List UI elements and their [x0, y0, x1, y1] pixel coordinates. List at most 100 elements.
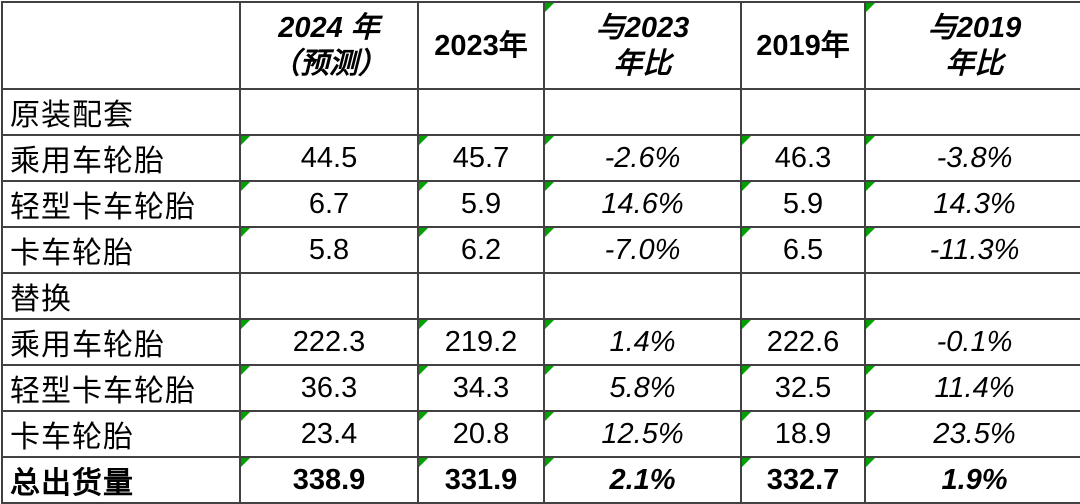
cell-value: 222.6 [766, 325, 840, 358]
cell-value: 2.1% [609, 463, 676, 496]
value-cell: 44.5 [239, 134, 419, 182]
column-header-vs-2023: 与2023 年比 [543, 1, 742, 90]
column-header-2024-forecast: 2024 年（预测） [239, 1, 419, 90]
value-cell: 14.3% [864, 180, 1080, 228]
value-cell: 1.4% [543, 318, 742, 366]
value-cell: 23.5% [864, 410, 1080, 458]
cell-value: 1.9% [941, 463, 1008, 496]
column-header-row-label [1, 1, 241, 90]
empty-cell [417, 272, 545, 320]
table-row-data: 乘用车轮胎 44.5 45.7 -2.6% 46.3 -3.8% [1, 134, 1080, 182]
table-row-section: 替换 [1, 272, 1080, 320]
value-cell: 23.4 [239, 410, 419, 458]
cell-value: 34.3 [452, 371, 510, 404]
header-line: 年比 [613, 47, 672, 80]
header-line: 2019年 [756, 29, 850, 62]
value-cell: 331.9 [417, 456, 545, 504]
number-stored-as-text-indicator-icon [420, 367, 428, 375]
table-row-data: 乘用车轮胎 222.3 219.2 1.4% 222.6 -0.1% [1, 318, 1080, 366]
cell-value: -7.0% [604, 233, 681, 266]
number-stored-as-text-indicator-icon [242, 459, 250, 467]
value-cell: -2.6% [543, 134, 742, 182]
value-cell: 20.8 [417, 410, 545, 458]
cell-value: 14.6% [601, 187, 684, 220]
header-line: 2024 年 [278, 11, 380, 44]
number-stored-as-text-indicator-icon [867, 229, 875, 237]
empty-cell [417, 88, 545, 136]
number-stored-as-text-indicator-icon [546, 4, 554, 12]
number-stored-as-text-indicator-icon [242, 321, 250, 329]
value-cell: 46.3 [740, 134, 866, 182]
column-header-text: 2024 年（预测） [242, 10, 416, 82]
cell-value: 46.3 [774, 141, 832, 174]
empty-cell [740, 88, 866, 136]
column-header-text: 与2019 年比 [867, 10, 1080, 82]
cell-value: 14.3% [933, 187, 1016, 220]
cell-value: -11.3% [929, 233, 1020, 266]
row-label: 卡车轮胎 [1, 410, 241, 458]
header-line: 2023年 [434, 29, 528, 62]
cell-value: 32.5 [774, 371, 832, 404]
column-header-text: 与2023 年比 [546, 10, 739, 82]
number-stored-as-text-indicator-icon [743, 459, 751, 467]
value-cell: 332.7 [740, 456, 866, 504]
cell-value: 331.9 [444, 463, 518, 496]
cell-value: 20.8 [452, 417, 510, 450]
number-stored-as-text-indicator-icon [743, 183, 751, 191]
number-stored-as-text-indicator-icon [420, 137, 428, 145]
number-stored-as-text-indicator-icon [867, 4, 875, 12]
row-label: 替换 [1, 272, 241, 320]
value-cell: 14.6% [543, 180, 742, 228]
value-cell: 222.3 [239, 318, 419, 366]
cell-value: 5.8% [609, 371, 676, 404]
number-stored-as-text-indicator-icon [546, 413, 554, 421]
cell-value: 219.2 [444, 325, 518, 358]
column-header-2023: 2023年 [417, 1, 545, 90]
row-label: 乘用车轮胎 [1, 134, 241, 182]
row-label: 轻型卡车轮胎 [1, 364, 241, 412]
number-stored-as-text-indicator-icon [743, 321, 751, 329]
number-stored-as-text-indicator-icon [867, 137, 875, 145]
cell-value: 222.3 [292, 325, 366, 358]
value-cell: 5.8% [543, 364, 742, 412]
header-line: 与2023 [595, 11, 690, 44]
value-cell: 6.5 [740, 226, 866, 274]
cell-value: 6.5 [782, 233, 824, 266]
cell-value: 36.3 [300, 371, 358, 404]
cell-value: 12.5% [601, 417, 684, 450]
value-cell: 11.4% [864, 364, 1080, 412]
number-stored-as-text-indicator-icon [867, 321, 875, 329]
cell-value: -0.1% [936, 325, 1013, 358]
cell-value: -2.6% [604, 141, 681, 174]
header-line: 与2019 [927, 11, 1022, 44]
number-stored-as-text-indicator-icon [420, 183, 428, 191]
number-stored-as-text-indicator-icon [420, 321, 428, 329]
number-stored-as-text-indicator-icon [867, 413, 875, 421]
empty-cell [239, 272, 419, 320]
number-stored-as-text-indicator-icon [546, 459, 554, 467]
value-cell: 32.5 [740, 364, 866, 412]
value-cell: 36.3 [239, 364, 419, 412]
value-cell: 6.7 [239, 180, 419, 228]
number-stored-as-text-indicator-icon [743, 137, 751, 145]
value-cell: 222.6 [740, 318, 866, 366]
value-cell: 12.5% [543, 410, 742, 458]
column-header-text: 2019年 [743, 28, 863, 64]
cell-value: 45.7 [452, 141, 510, 174]
cell-value: 338.9 [292, 463, 366, 496]
row-label: 原装配套 [1, 88, 241, 136]
number-stored-as-text-indicator-icon [867, 183, 875, 191]
number-stored-as-text-indicator-icon [743, 367, 751, 375]
number-stored-as-text-indicator-icon [546, 183, 554, 191]
number-stored-as-text-indicator-icon [420, 413, 428, 421]
cell-value: 23.4 [300, 417, 358, 450]
number-stored-as-text-indicator-icon [546, 321, 554, 329]
number-stored-as-text-indicator-icon [242, 367, 250, 375]
number-stored-as-text-indicator-icon [546, 367, 554, 375]
number-stored-as-text-indicator-icon [546, 137, 554, 145]
cell-value: 332.7 [766, 463, 840, 496]
value-cell: 5.9 [417, 180, 545, 228]
value-cell: -0.1% [864, 318, 1080, 366]
